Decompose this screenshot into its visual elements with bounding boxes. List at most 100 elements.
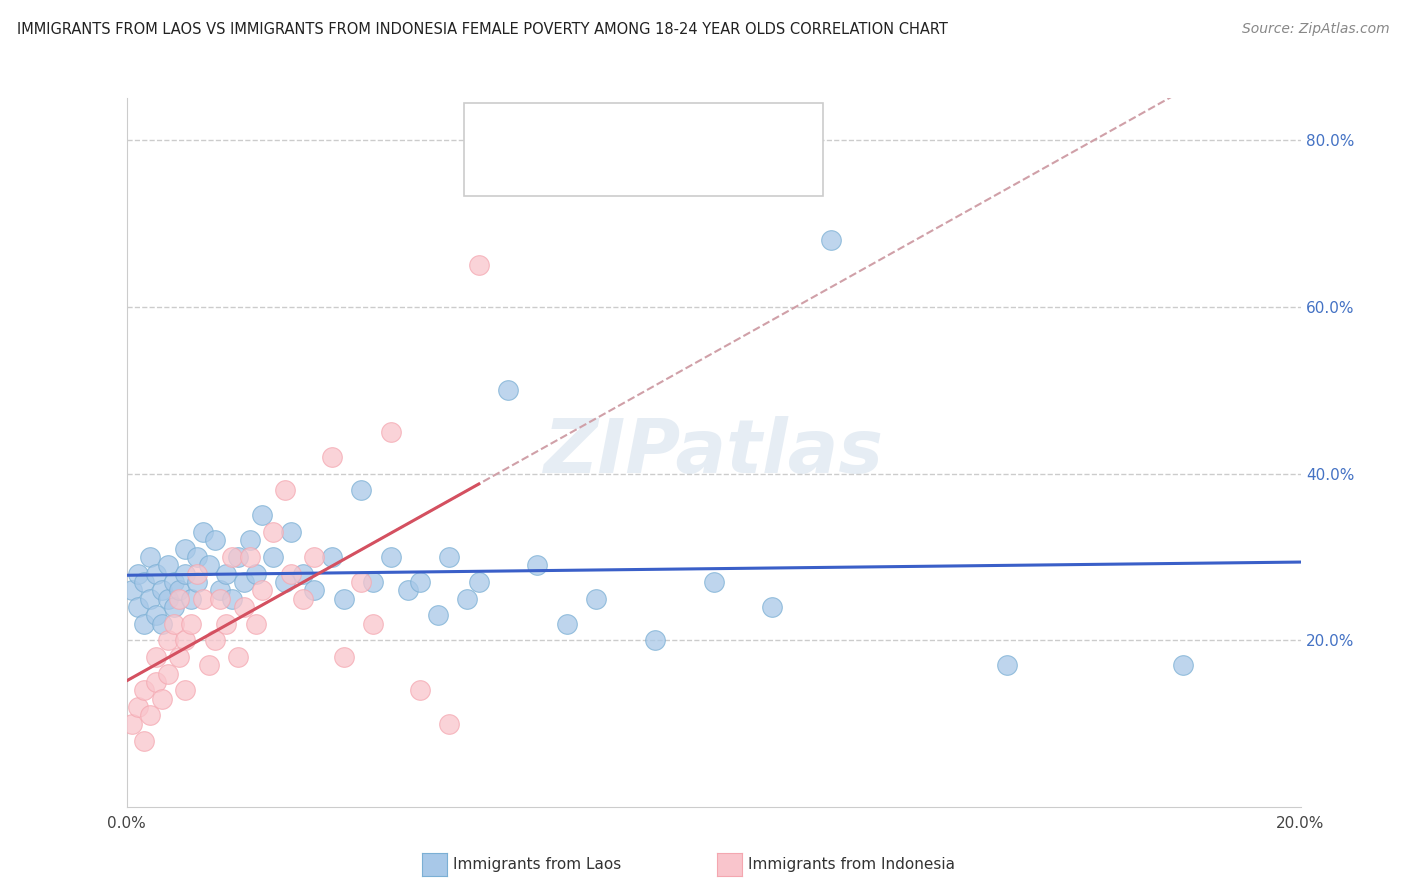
Text: R =: R = (527, 160, 564, 178)
Point (134, 683, 156, 698)
Text: N =: N = (640, 120, 688, 137)
Point (226, 549, 249, 564)
Point (233, 574, 256, 589)
Point (139, 708, 162, 723)
Point (361, 574, 384, 589)
Point (439, 716, 461, 731)
Point (169, 591, 191, 606)
Text: Immigrants from Laos: Immigrants from Laos (453, 857, 621, 871)
Point (332, 650, 354, 665)
Point (186, 574, 208, 589)
Point (585, 591, 607, 606)
Text: Source: ZipAtlas.com: Source: ZipAtlas.com (1241, 22, 1389, 37)
Point (209, 591, 232, 606)
Point (134, 733, 156, 747)
Point (467, 258, 489, 272)
Point (995, 658, 1018, 673)
Point (245, 566, 267, 581)
Point (702, 574, 725, 589)
Point (239, 549, 262, 564)
Point (174, 566, 197, 581)
Point (169, 650, 191, 665)
Text: Immigrants from Indonesia: Immigrants from Indonesia (748, 857, 955, 871)
Point (226, 650, 249, 665)
Point (233, 600, 256, 615)
Point (162, 574, 184, 589)
Point (156, 666, 179, 681)
Point (191, 524, 214, 539)
Point (239, 533, 262, 548)
Point (150, 583, 173, 598)
Point (127, 566, 149, 581)
Point (127, 600, 149, 615)
Point (262, 549, 284, 564)
Point (409, 574, 432, 589)
Point (186, 549, 208, 564)
Point (150, 691, 173, 706)
Point (197, 558, 219, 573)
Text: IMMIGRANTS FROM LAOS VS IMMIGRANTS FROM INDONESIA FEMALE POVERTY AMONG 18-24 YEA: IMMIGRANTS FROM LAOS VS IMMIGRANTS FROM … (17, 22, 948, 37)
Point (280, 524, 302, 539)
Point (291, 591, 314, 606)
Point (439, 549, 461, 564)
Point (250, 583, 273, 598)
Point (380, 425, 402, 439)
Text: -0.036: -0.036 (567, 120, 626, 137)
Point (145, 608, 167, 623)
Text: 41: 41 (682, 160, 704, 178)
Point (127, 700, 149, 714)
Point (134, 616, 156, 631)
Point (145, 675, 167, 690)
Point (180, 616, 202, 631)
Point (162, 616, 184, 631)
Point (245, 616, 267, 631)
Point (644, 633, 666, 648)
Point (215, 566, 238, 581)
Point (409, 683, 432, 698)
Point (156, 591, 179, 606)
Point (221, 549, 243, 564)
Point (526, 558, 548, 573)
Point (156, 633, 179, 648)
Text: 0.317: 0.317 (567, 160, 626, 178)
Point (361, 616, 384, 631)
Point (191, 591, 214, 606)
Point (156, 558, 179, 573)
Point (174, 633, 197, 648)
Point (174, 683, 197, 698)
Point (274, 574, 297, 589)
Point (162, 600, 184, 615)
Point (250, 508, 273, 523)
Point (215, 616, 238, 631)
Point (304, 583, 326, 598)
Point (380, 549, 402, 564)
Point (496, 383, 519, 397)
Point (174, 541, 197, 556)
Point (1171, 658, 1194, 673)
Point (150, 616, 173, 631)
Point (134, 574, 156, 589)
Text: ZIPatlas: ZIPatlas (544, 417, 883, 489)
Point (350, 574, 373, 589)
Point (350, 483, 373, 498)
Point (186, 566, 208, 581)
Point (321, 549, 343, 564)
Point (274, 483, 297, 498)
Point (761, 600, 783, 615)
Point (145, 650, 167, 665)
Point (555, 616, 578, 631)
Point (121, 716, 143, 731)
Point (321, 450, 343, 464)
Text: N =: N = (640, 160, 688, 178)
Point (291, 566, 314, 581)
Point (262, 524, 284, 539)
Point (197, 658, 219, 673)
Point (467, 574, 489, 589)
Point (426, 608, 449, 623)
Point (169, 583, 191, 598)
Text: R =: R = (527, 120, 564, 137)
Point (209, 583, 232, 598)
Point (332, 591, 354, 606)
Point (304, 549, 326, 564)
Point (820, 233, 842, 247)
